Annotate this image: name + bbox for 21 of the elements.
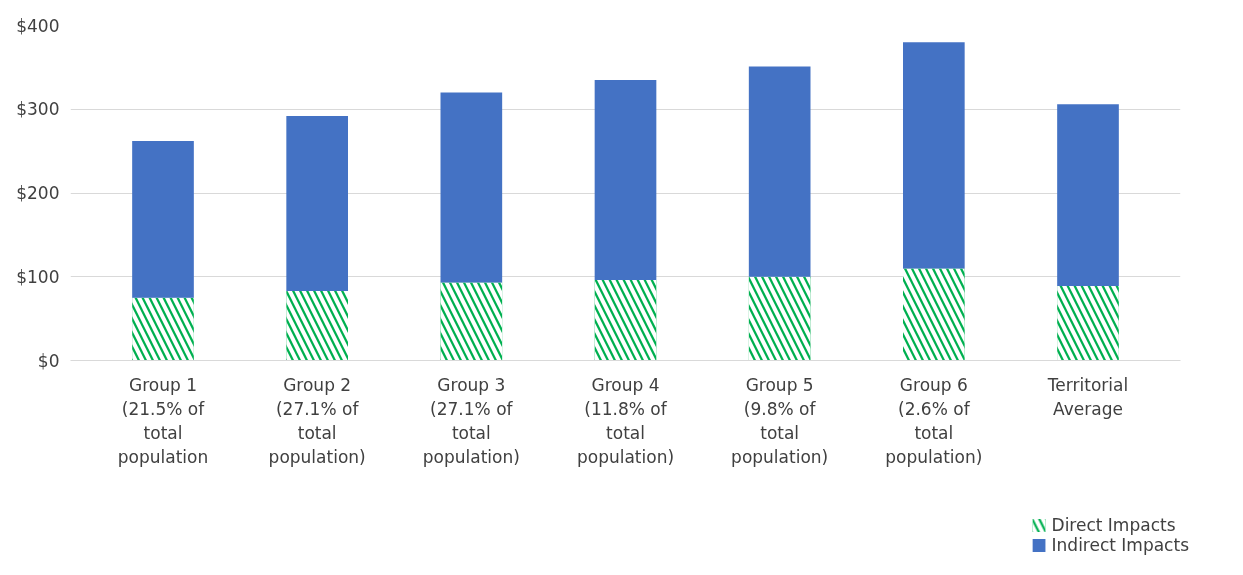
x-tick-label: Group 3 (27.1% of total population) (422, 374, 520, 467)
bar (594, 79, 657, 281)
y-tick-label: $400 (16, 15, 60, 36)
bar (440, 92, 503, 283)
x-tick-label: Territorial Average (1046, 374, 1129, 419)
y-tick-label: $200 (16, 183, 60, 203)
bar (1057, 104, 1119, 286)
legend-label: Direct Impacts (1051, 514, 1176, 535)
y-tick-label: $100 (16, 266, 60, 287)
legend-label: Indirect Impacts (1051, 534, 1189, 555)
bar (286, 115, 348, 291)
x-tick-label: Group 1 (21.5% of total population (117, 374, 209, 467)
x-tick-label: Group 5 (9.8% of total population) (731, 374, 829, 467)
y-tick-label: $300 (16, 99, 60, 120)
x-tick-label: Group 2 (27.1% of total population) (268, 374, 366, 467)
x-tick-label: Group 6 (2.6% of total population) (885, 374, 983, 467)
x-tick-label: Group 4 (11.8% of total population) (576, 374, 675, 467)
bar (748, 66, 811, 277)
bar (132, 141, 194, 298)
y-tick-label: $0 (37, 350, 60, 371)
bar (903, 42, 965, 269)
